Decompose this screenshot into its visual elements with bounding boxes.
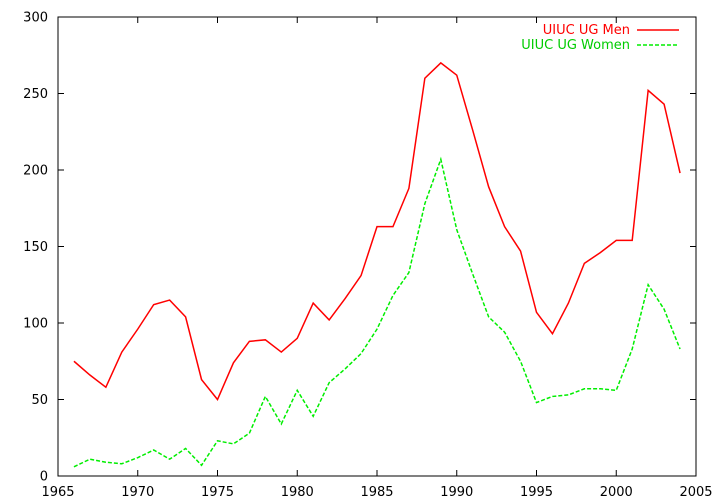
x-tick-label: 2005 bbox=[679, 485, 712, 500]
series-line-women bbox=[73, 156, 681, 468]
legend-label-women: UIUC UG Women bbox=[521, 38, 630, 53]
y-tick-label: 250 bbox=[23, 87, 48, 102]
series-line-men bbox=[73, 61, 681, 401]
legend-label-men: UIUC UG Men bbox=[543, 23, 630, 38]
legend: UIUC UG Men UIUC UG Women bbox=[521, 23, 679, 53]
y-axis: 0 50 100 150 200 250 300 bbox=[23, 11, 696, 485]
x-tick-label: 2000 bbox=[600, 485, 633, 500]
x-tick-label: 1990 bbox=[440, 485, 473, 500]
x-tick-label: 1975 bbox=[201, 485, 234, 500]
y-tick-label: 200 bbox=[23, 164, 48, 179]
x-tick-label: 1980 bbox=[281, 485, 314, 500]
y-tick-label: 100 bbox=[23, 317, 48, 332]
x-tick-label: 1985 bbox=[360, 485, 393, 500]
series-layer bbox=[73, 61, 681, 468]
y-tick-label: 300 bbox=[23, 11, 48, 26]
plot-frame bbox=[57, 16, 697, 477]
x-tick-label: 1995 bbox=[520, 485, 553, 500]
y-tick-label: 150 bbox=[23, 240, 48, 255]
x-tick-label: 1970 bbox=[121, 485, 154, 500]
y-tick-label: 0 bbox=[40, 470, 48, 485]
x-tick-label: 1965 bbox=[41, 485, 74, 500]
x-axis: 1965 1970 1975 1980 1985 1990 1995 2000 2005 bbox=[41, 17, 713, 500]
y-tick-label: 50 bbox=[31, 393, 48, 408]
